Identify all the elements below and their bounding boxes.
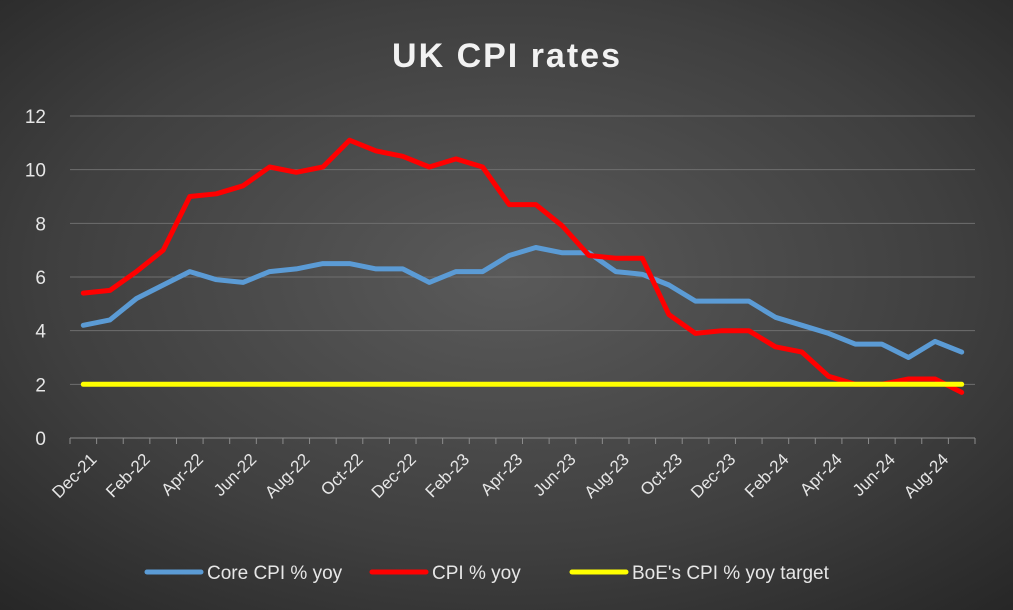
y-tick-label: 10	[25, 161, 46, 182]
y-tick-label: 12	[25, 107, 46, 128]
y-tick-label: 6	[35, 268, 46, 289]
y-tick-label: 2	[35, 375, 46, 396]
y-tick-label: 8	[35, 214, 46, 235]
y-tick-label: 0	[35, 429, 46, 450]
y-tick-label: 4	[35, 322, 46, 343]
chart-title: UK CPI rates	[392, 37, 622, 75]
legend-label: CPI % yoy	[432, 563, 521, 584]
series-line-cpi-yoy	[80, 137, 965, 395]
legend-label: Core CPI % yoy	[207, 563, 343, 584]
series-line-core-cpi-yoy	[80, 245, 965, 360]
legend-label: BoE's CPI % yoy target	[632, 563, 830, 584]
